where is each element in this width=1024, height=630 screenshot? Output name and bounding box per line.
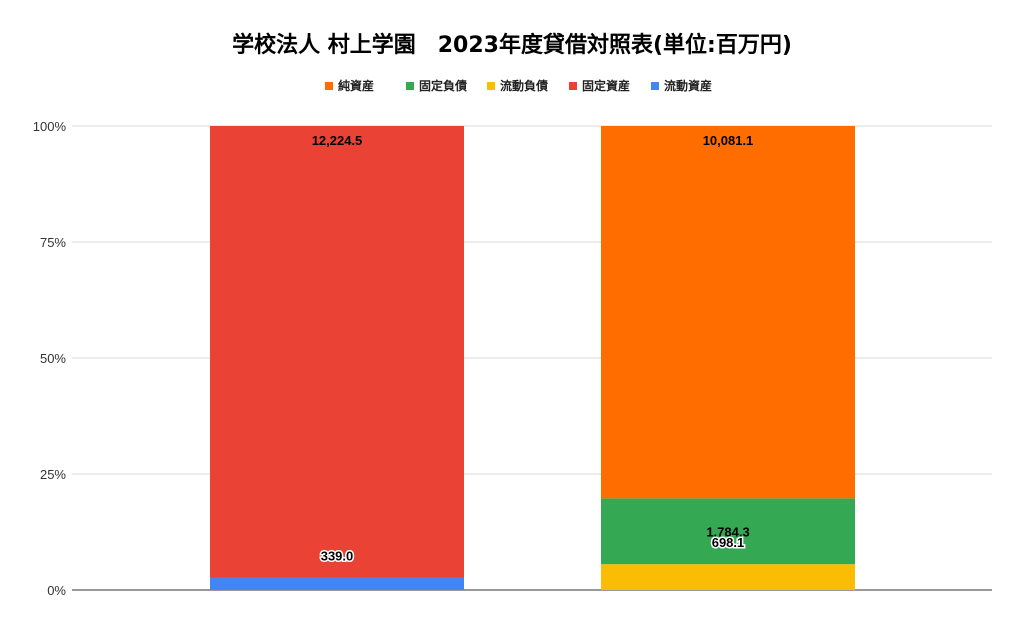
legend-label: 流動資産 bbox=[664, 78, 712, 93]
y-tick-label: 25% bbox=[40, 467, 66, 482]
bar-segment bbox=[601, 126, 855, 499]
bars bbox=[210, 126, 855, 590]
y-tick-label: 75% bbox=[40, 235, 66, 250]
y-tick-label: 50% bbox=[40, 351, 66, 366]
legend-swatch bbox=[569, 82, 577, 90]
chart-title: 学校法人 村上学園 2023年度貸借対照表(単位:百万円) bbox=[232, 32, 792, 58]
legend-label: 流動負債 bbox=[500, 78, 548, 93]
legend-swatch bbox=[651, 82, 659, 90]
legend-swatch bbox=[487, 82, 495, 90]
data-label: 1,784.3 bbox=[706, 524, 749, 539]
legend-label: 固定資産 bbox=[582, 78, 630, 93]
y-tick-label: 0% bbox=[47, 583, 66, 598]
data-label: 339.0 bbox=[321, 548, 354, 563]
bar-segment bbox=[601, 498, 855, 565]
legend-label: 純資産 bbox=[338, 78, 374, 93]
data-label: 12,224.5 bbox=[312, 133, 363, 148]
data-label: 698.1 bbox=[712, 535, 745, 550]
data-label: 10,081.1 bbox=[703, 133, 754, 148]
y-tick-label: 100% bbox=[33, 119, 67, 134]
y-axis-ticks: 0% 25% 50% 75% 100% bbox=[33, 119, 67, 598]
bar-segment bbox=[210, 577, 464, 590]
bar-segment bbox=[210, 126, 464, 578]
legend-swatch bbox=[406, 82, 414, 90]
legend-swatch bbox=[325, 82, 333, 90]
legend-label: 固定負債 bbox=[419, 78, 467, 93]
bar-segment bbox=[601, 564, 855, 590]
legend: 純資産 固定負債 流動負債 固定資産 流動資産 bbox=[325, 78, 712, 93]
